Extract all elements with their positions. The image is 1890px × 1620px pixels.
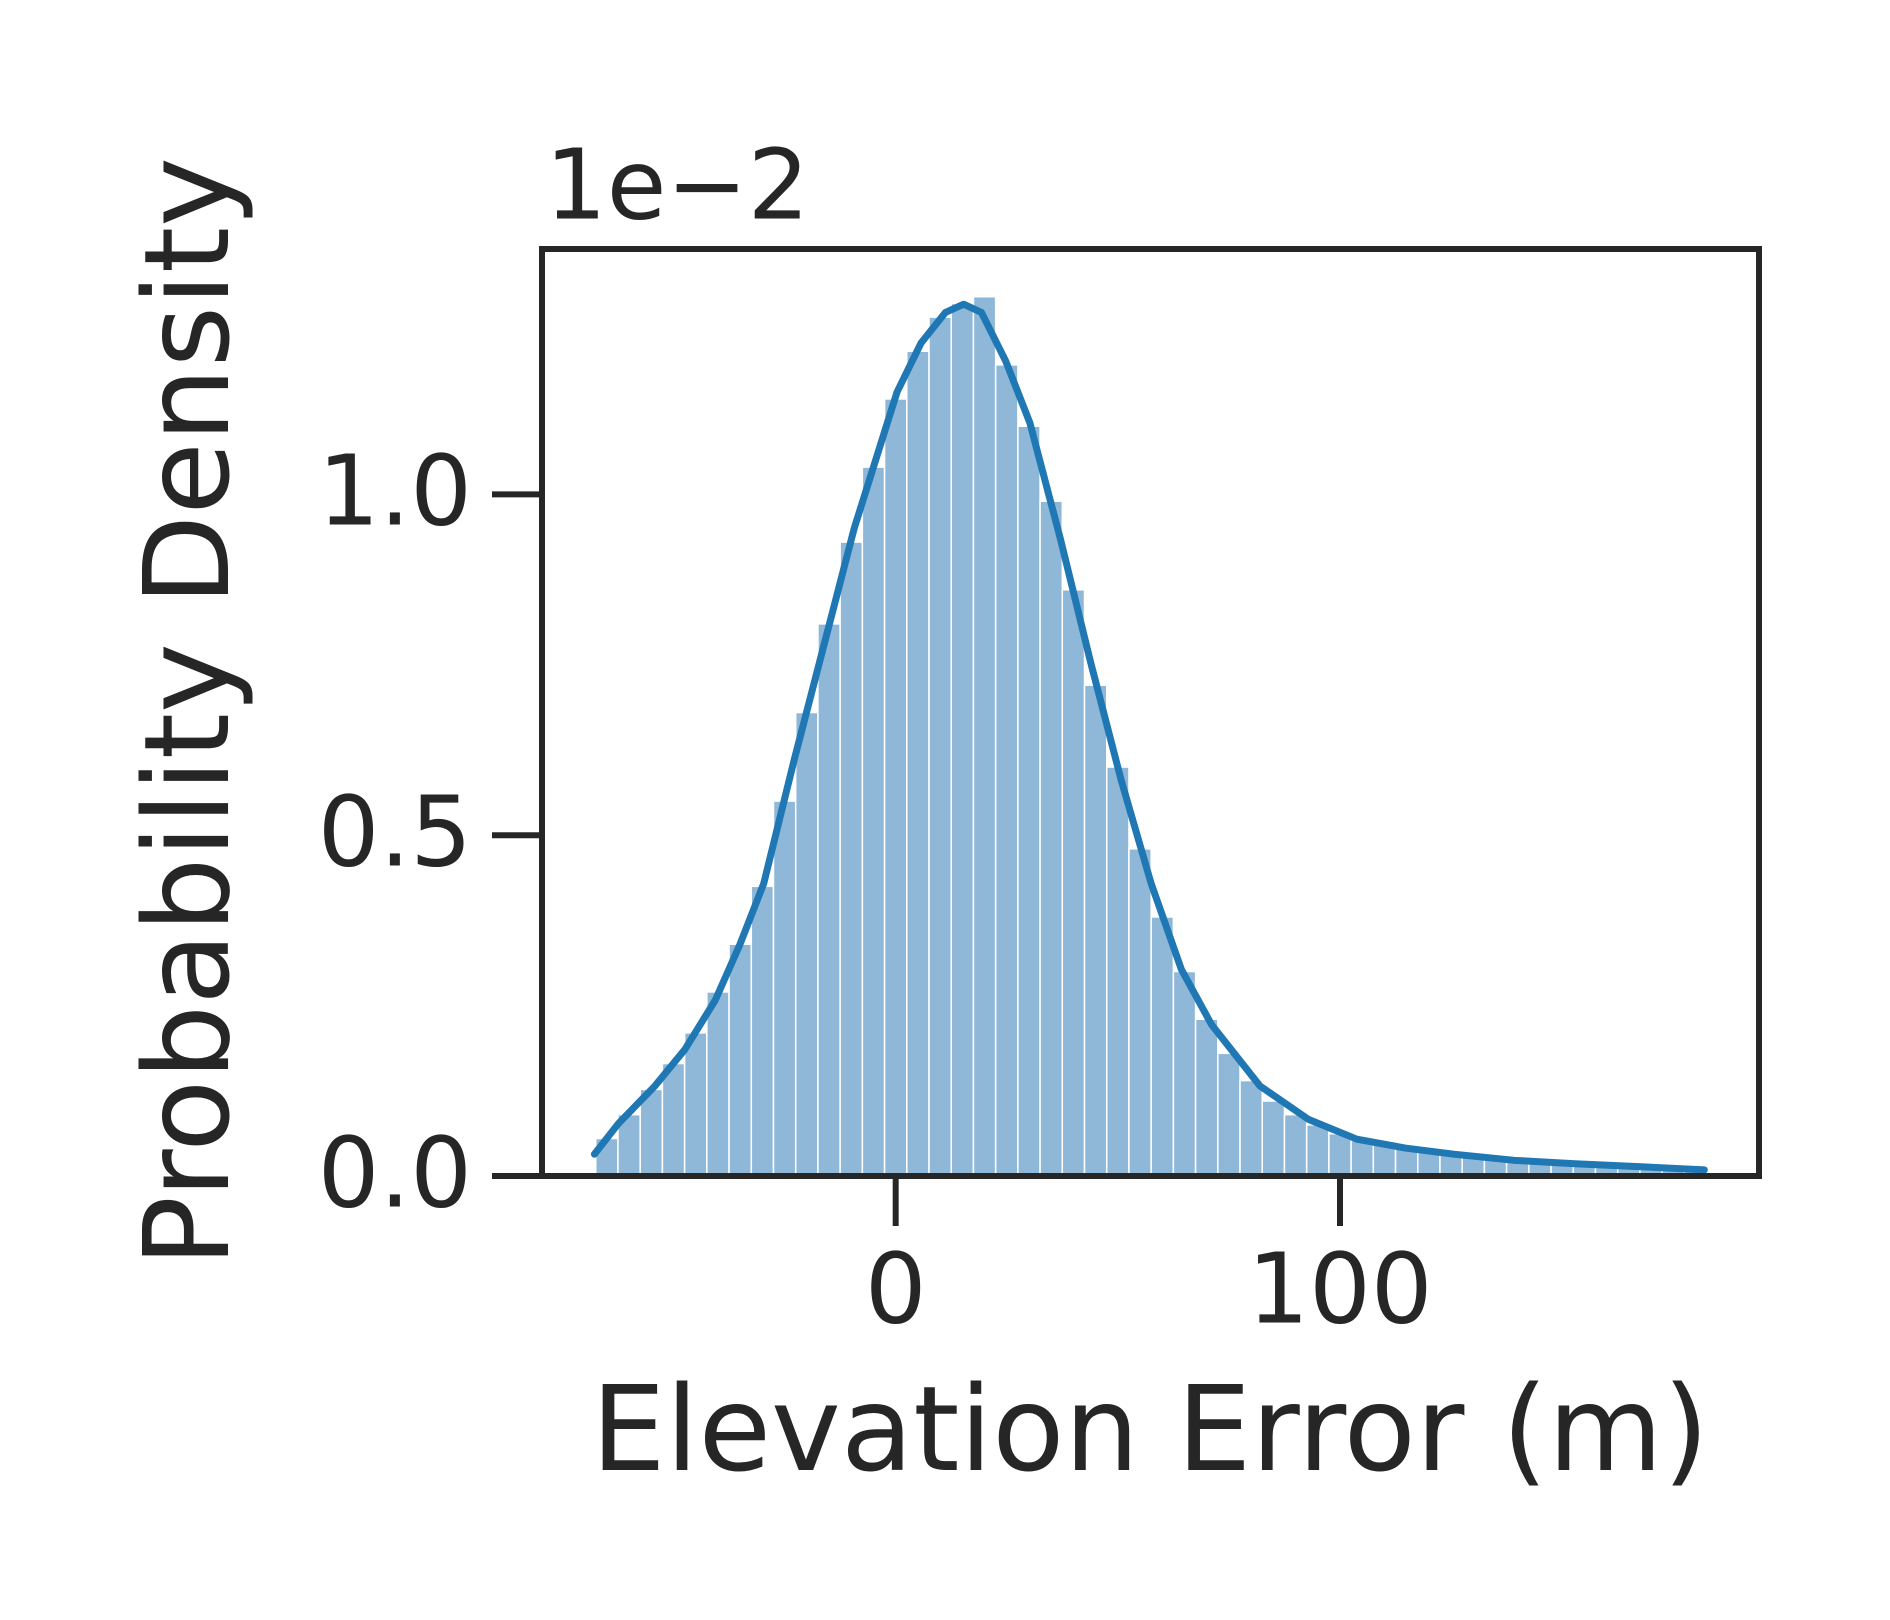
histogram-bar [906, 350, 930, 1177]
histogram-bar [928, 316, 952, 1177]
histogram-bar [1328, 1132, 1352, 1177]
histogram-bar [1039, 500, 1064, 1177]
histogram-bar [817, 623, 841, 1177]
histogram-bar [1017, 425, 1041, 1177]
histogram-bar [1283, 1113, 1308, 1177]
histogram-bar [1239, 1079, 1263, 1177]
offset-text: 1e−2 [545, 128, 809, 241]
histogram-bar [794, 711, 819, 1177]
histogram-bar [1172, 970, 1197, 1177]
histogram-bar [1083, 684, 1108, 1177]
plot-frame [539, 246, 1762, 1179]
histogram-bar [706, 991, 730, 1177]
x-tick-label: 100 [1247, 1232, 1432, 1345]
histogram-bar [1194, 1018, 1219, 1177]
x-axis-label: Elevation Error (m) [591, 1360, 1709, 1498]
histogram-bar [972, 295, 997, 1177]
kde-line [590, 300, 1708, 1174]
y-tick-label: 0.5 [318, 776, 472, 889]
histogram-bar [1128, 848, 1152, 1177]
histogram-bar [994, 364, 1019, 1177]
x-tick-label: 0 [865, 1232, 927, 1345]
histogram-bar [1105, 766, 1130, 1177]
histogram-bar [1372, 1143, 1397, 1177]
histogram-bar [1261, 1100, 1286, 1177]
histogram-bar [772, 800, 797, 1177]
histogram-bar [861, 466, 886, 1177]
histogram-bar [683, 1032, 708, 1177]
histogram-bar [661, 1062, 686, 1177]
histogram-bar [950, 302, 975, 1177]
y-axis-label: Probability Density [118, 157, 256, 1267]
histogram-bar [839, 541, 864, 1177]
histogram-bar [1350, 1139, 1375, 1177]
histogram-bar [1305, 1124, 1330, 1177]
histogram-bar [1150, 916, 1175, 1177]
histogram-bar [883, 398, 908, 1177]
histogram-bar [1061, 589, 1086, 1177]
y-tick-label: 1.0 [318, 435, 472, 548]
histogram-bar [1217, 1052, 1241, 1177]
histogram-bar [750, 885, 775, 1177]
y-tick-label: 0.0 [318, 1116, 472, 1229]
histogram-bar [728, 943, 753, 1177]
